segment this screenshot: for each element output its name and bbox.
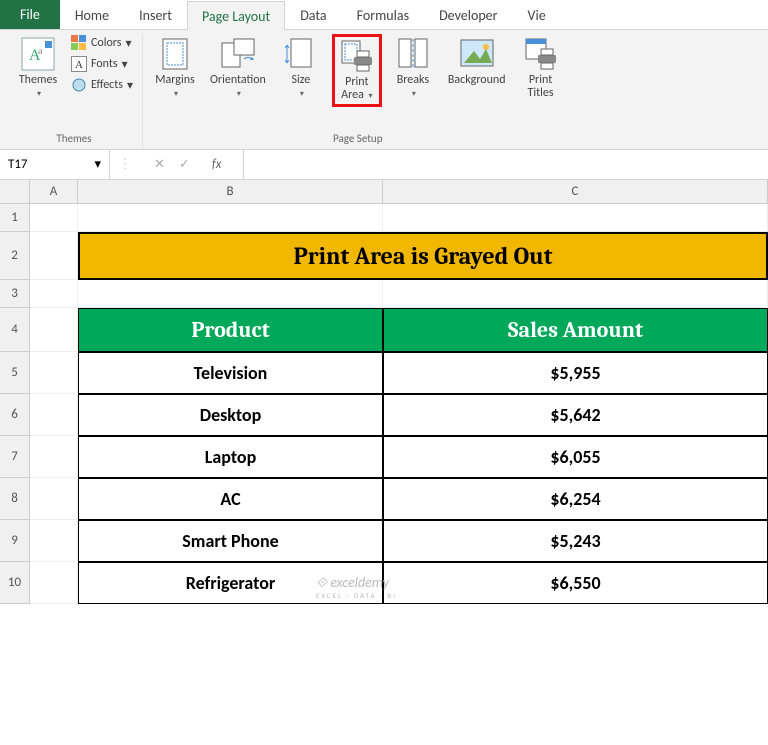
row-header[interactable]: 7 <box>0 436 30 478</box>
col-header-B[interactable]: B <box>78 180 383 204</box>
tab-file[interactable]: File <box>0 0 60 29</box>
table-cell: $5,642 <box>383 394 768 436</box>
svg-text:A: A <box>75 59 83 71</box>
table-header-product: Product <box>78 308 383 352</box>
row-header[interactable]: 9 <box>0 520 30 562</box>
table-cell: AC <box>78 478 383 520</box>
tab-developer[interactable]: Developer <box>424 0 512 29</box>
print-titles-label: PrintTitles <box>528 74 554 100</box>
name-box-dropdown-icon: ▾ <box>94 157 101 172</box>
svg-text:a: a <box>38 46 43 57</box>
row-header[interactable]: 3 <box>0 280 30 308</box>
title-cell: Print Area is Grayed Out <box>78 232 768 280</box>
themes-icon: Aa <box>20 36 56 72</box>
cancel-icon[interactable]: ✕ <box>154 157 165 172</box>
themes-label: Themes <box>19 73 57 87</box>
table-cell: Smart Phone <box>78 520 383 562</box>
select-all-corner[interactable] <box>0 180 30 204</box>
margins-button[interactable]: Margins▾ <box>150 34 200 103</box>
tab-insert[interactable]: Insert <box>124 0 187 29</box>
table-cell: Desktop <box>78 394 383 436</box>
table-cell: $6,254 <box>383 478 768 520</box>
table-cell: $6,055 <box>383 436 768 478</box>
row-header[interactable]: 6 <box>0 394 30 436</box>
col-header-C[interactable]: C <box>383 180 768 204</box>
orientation-icon <box>220 36 256 72</box>
fx-icon[interactable]: fx <box>204 157 230 172</box>
row-header[interactable]: 2 <box>0 232 30 280</box>
row-header[interactable]: 4 <box>0 308 30 352</box>
fonts-icon: A <box>71 56 87 72</box>
ribbon-tabs: File Home Insert Page Layout Data Formul… <box>0 0 768 30</box>
orientation-label: Orientation <box>210 73 266 87</box>
margins-icon <box>157 36 193 72</box>
table-cell: Laptop <box>78 436 383 478</box>
tab-formulas[interactable]: Formulas <box>342 0 424 29</box>
group-page-setup-label: Page Setup <box>150 130 566 149</box>
tab-page-layout[interactable]: Page Layout <box>187 1 285 30</box>
themes-button[interactable]: Aa Themes▾ <box>13 34 63 103</box>
background-icon <box>459 36 495 72</box>
table-cell: $5,243 <box>383 520 768 562</box>
size-icon <box>283 36 319 72</box>
fonts-button[interactable]: A Fonts▾ <box>69 55 135 73</box>
group-themes: Aa Themes▾ Colors▾ A Fonts▾ Effects▾ <box>6 34 143 149</box>
colors-label: Colors <box>91 36 121 50</box>
fbar-sep: ⋮ <box>110 157 140 172</box>
tab-view[interactable]: Vie <box>513 0 561 29</box>
background-button[interactable]: Background <box>444 34 510 89</box>
table-header-amount: Sales Amount <box>383 308 768 352</box>
margins-label: Margins <box>155 73 194 87</box>
ribbon: Aa Themes▾ Colors▾ A Fonts▾ Effects▾ <box>0 30 768 150</box>
orientation-button[interactable]: Orientation▾ <box>206 34 270 103</box>
enter-icon[interactable]: ✓ <box>179 157 190 172</box>
effects-icon <box>71 77 87 93</box>
formula-input[interactable] <box>244 150 768 179</box>
breaks-icon <box>395 36 431 72</box>
breaks-button[interactable]: Breaks▾ <box>388 34 438 103</box>
table-cell: $5,955 <box>383 352 768 394</box>
print-area-button[interactable]: PrintArea ▾ <box>332 34 382 107</box>
tab-home[interactable]: Home <box>60 0 124 29</box>
effects-button[interactable]: Effects▾ <box>69 76 135 94</box>
grid[interactable]: Print Area is Grayed Out Product Sales A… <box>30 204 768 604</box>
fonts-label: Fonts <box>91 57 118 71</box>
row-headers: 1 2 3 4 5 6 7 8 9 10 <box>0 204 30 604</box>
table-cell: Refrigerator <box>78 562 383 604</box>
name-box-value: T17 <box>8 157 28 172</box>
col-header-A[interactable]: A <box>30 180 78 204</box>
table-cell: $6,550 <box>383 562 768 604</box>
group-page-setup: Margins▾ Orientation▾ Size▾ PrintArea ▾ … <box>143 34 573 149</box>
background-label: Background <box>448 74 506 87</box>
effects-label: Effects <box>91 78 123 92</box>
colors-button[interactable]: Colors▾ <box>69 34 135 52</box>
column-headers: A B C <box>30 180 768 204</box>
row-header[interactable]: 5 <box>0 352 30 394</box>
print-titles-icon <box>523 36 559 72</box>
size-label: Size <box>292 73 311 87</box>
row-header[interactable]: 8 <box>0 478 30 520</box>
group-themes-label: Themes <box>13 130 135 149</box>
row-header[interactable]: 1 <box>0 204 30 232</box>
tab-data[interactable]: Data <box>285 0 341 29</box>
colors-icon <box>71 35 87 51</box>
formula-bar: T17 ▾ ⋮ ✕ ✓ fx <box>0 150 768 180</box>
print-area-label: PrintArea <box>341 75 368 102</box>
size-button[interactable]: Size▾ <box>276 34 326 103</box>
table-cell: Television <box>78 352 383 394</box>
print-area-icon <box>339 38 375 74</box>
row-header[interactable]: 10 <box>0 562 30 604</box>
print-titles-button[interactable]: PrintTitles <box>516 34 566 102</box>
breaks-label: Breaks <box>397 73 429 87</box>
name-box[interactable]: T17 ▾ <box>0 150 110 179</box>
sheet: A B C 1 2 3 4 5 6 7 8 9 10 Print Area is… <box>0 180 768 604</box>
